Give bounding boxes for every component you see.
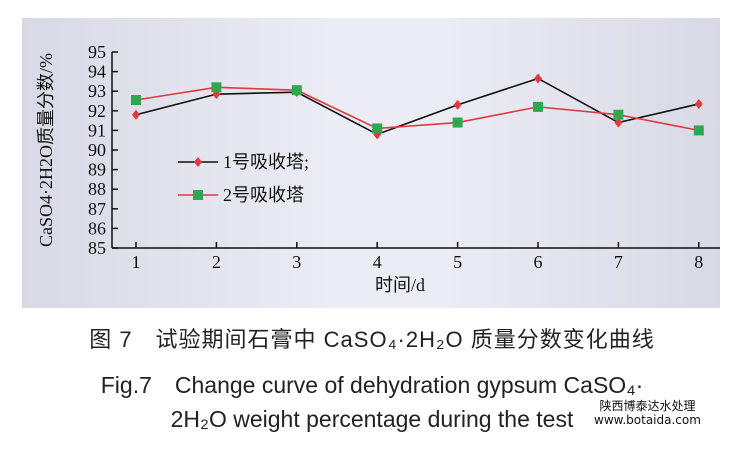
series-line-2 — [135, 86, 699, 132]
series-1-point — [132, 109, 140, 120]
x-tick-label: 1 — [132, 252, 141, 272]
y-tick-label: 86 — [88, 218, 106, 238]
series-2-point — [613, 109, 624, 120]
y-tick-label: 87 — [88, 199, 106, 219]
chart-panel — [22, 18, 720, 308]
series-1-point — [453, 99, 462, 110]
series-2-point — [291, 85, 302, 96]
legend-marker-1 — [194, 157, 202, 167]
series-2-point — [452, 117, 463, 128]
legend-label-1: 1号吸收塔; — [223, 152, 309, 172]
y-tick-label: 89 — [88, 160, 106, 180]
series-1-point — [614, 117, 623, 128]
series-1-point — [694, 98, 703, 109]
y-tick-label: 91 — [88, 120, 106, 140]
y-tick-label: 93 — [88, 81, 106, 101]
x-tick-label: 7 — [614, 252, 623, 272]
caption-chinese: 图 7 试验期间石膏中 CaSO₄·2H₂O 质量分数变化曲线 — [89, 327, 655, 352]
y-tick-label: 94 — [88, 62, 106, 82]
y-axis-label: CaSO4·2H2O质量分数/% — [36, 53, 56, 247]
x-tick-label: 2 — [212, 252, 221, 272]
caption-english-line2: 2H₂O weight percentage during the test — [170, 406, 574, 432]
watermark: 陕西博泰达水处理 www.botaida.com — [590, 398, 705, 428]
legend-marker-2 — [193, 190, 203, 200]
series-line-1 — [135, 77, 699, 136]
series-2-point — [372, 123, 383, 134]
x-tick-label: 4 — [373, 252, 382, 272]
y-tick-label: 85 — [88, 238, 106, 258]
y-tick-label: 95 — [88, 42, 106, 62]
series-1-point — [534, 73, 542, 84]
legend-label-2: 2号吸收塔 — [223, 185, 304, 205]
y-tick-label: 90 — [88, 140, 106, 160]
caption-english-line1: Fig.7 Change curve of dehydration gypsum… — [100, 372, 644, 398]
series-2-point — [693, 125, 704, 136]
series-2-point — [211, 82, 222, 93]
watermark-line1: 陕西博泰达水处理 — [599, 399, 696, 413]
x-tick-label: 5 — [453, 252, 462, 272]
x-tick-label: 3 — [292, 252, 301, 272]
x-axis-label: 时间/d — [375, 275, 425, 295]
x-tick-label: 8 — [694, 252, 703, 272]
x-tick-label: 6 — [534, 252, 543, 272]
series-2-point — [533, 101, 543, 112]
watermark-line2: www.botaida.com — [594, 413, 701, 427]
y-tick-label: 88 — [88, 179, 106, 199]
series-2-point — [131, 95, 141, 106]
y-tick-label: 92 — [88, 101, 106, 121]
